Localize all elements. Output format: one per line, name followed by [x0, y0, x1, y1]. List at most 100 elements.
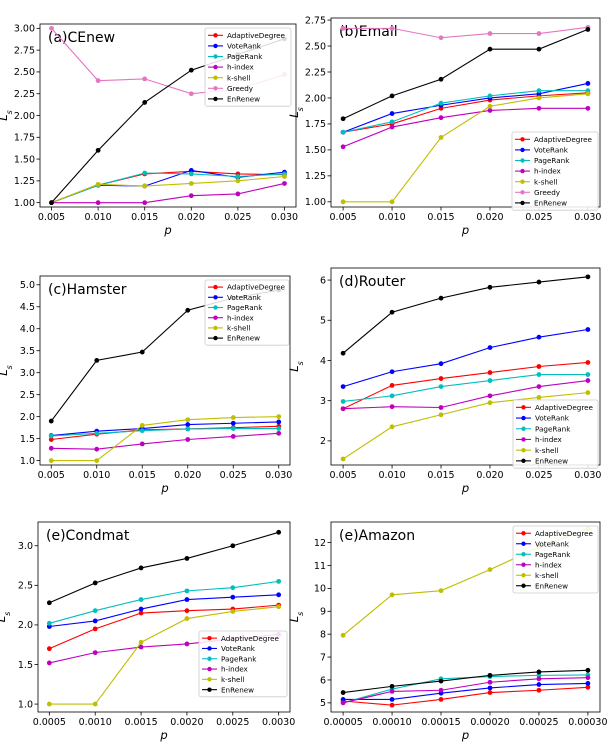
x-tick-label: 0.025: [525, 212, 552, 223]
data-point: [585, 378, 591, 383]
data-point: [276, 414, 282, 420]
data-point: [438, 412, 444, 418]
y-axis-label: Ls: [0, 110, 14, 121]
y-tick-label: 1.50: [14, 154, 35, 165]
y-tick-label: 2.5: [20, 390, 35, 401]
data-point: [185, 307, 191, 313]
data-point: [48, 445, 54, 451]
data-point: [340, 116, 346, 122]
legend-entry-enrenew: EnRenew: [516, 581, 568, 590]
x-tick-label: 0.00005: [323, 717, 362, 728]
x-tick-label: 0.025: [224, 212, 251, 223]
data-point: [389, 124, 395, 130]
data-point: [487, 400, 493, 406]
data-point: [389, 382, 395, 388]
data-point: [438, 135, 444, 140]
y-tick-label: 1.25: [14, 176, 35, 187]
y-tick-label: 2.00: [14, 111, 35, 122]
series-pagerank: [46, 578, 282, 626]
series-enrenew: [340, 27, 591, 122]
legend-marker: [521, 541, 526, 546]
series-line: [342, 677, 588, 704]
legend-label: EnRenew: [535, 581, 568, 590]
plot-frame: [330, 17, 601, 208]
data-point: [235, 174, 241, 179]
y-tick-label: 9: [320, 607, 326, 618]
data-point: [585, 684, 591, 690]
legend-entry-voterank: VoteRank: [516, 539, 570, 548]
y-tick-label: 2.0: [18, 620, 33, 631]
legend-marker: [213, 295, 218, 300]
series-line: [343, 92, 588, 133]
legend-label: h-index: [227, 63, 255, 72]
data-point: [438, 588, 444, 594]
legend-entry-pagerank: PageRank: [202, 654, 257, 663]
data-point: [276, 529, 282, 535]
series-line: [49, 604, 279, 650]
legend: AdaptiveDegreeVoteRankPageRankh-indexk-s…: [511, 131, 599, 211]
series-h-index: [340, 675, 591, 706]
legend-box: [204, 279, 290, 346]
legend-entry-k-shell: k-shell: [202, 675, 244, 684]
legend-box: [512, 399, 599, 469]
series-k-shell: [46, 604, 282, 707]
data-point: [340, 129, 346, 135]
legend-label: VoteRank: [227, 293, 262, 302]
data-point: [92, 618, 98, 624]
data-point: [536, 395, 542, 400]
y-tick-label: 3: [320, 396, 326, 407]
data-point: [276, 419, 282, 425]
x-tick-label: 0.00030: [568, 717, 607, 728]
series-greedy: [340, 24, 591, 41]
x-axis-label: p: [159, 728, 167, 742]
data-point: [487, 108, 493, 113]
data-point: [389, 309, 395, 315]
y-axis-label: Ls: [287, 612, 305, 623]
legend-box: [204, 27, 292, 107]
data-point: [138, 610, 144, 616]
x-tick-label: 0.010: [378, 470, 405, 481]
legend-marker: [520, 200, 525, 206]
data-point: [487, 103, 493, 109]
data-point: [94, 430, 100, 436]
series-h-index: [48, 430, 282, 452]
y-tick-label: 2: [320, 436, 326, 447]
data-point: [139, 428, 145, 434]
data-point: [188, 171, 194, 177]
data-point: [340, 697, 346, 702]
data-point: [585, 667, 591, 673]
y-axis-label: Ls: [287, 361, 305, 372]
data-point: [438, 697, 444, 702]
data-point: [138, 606, 144, 612]
data-point: [230, 415, 236, 420]
x-tick-label: 0.005: [38, 212, 65, 223]
data-point: [139, 423, 145, 428]
legend-marker: [213, 43, 218, 49]
data-point: [389, 111, 395, 116]
data-point: [49, 25, 54, 31]
data-point: [438, 678, 444, 684]
y-tick-label: 5: [320, 316, 326, 327]
x-tick-label: 0.0030: [262, 717, 295, 728]
series-line: [51, 421, 279, 437]
x-axis-label: p: [461, 481, 469, 495]
data-point: [389, 93, 395, 99]
data-point: [536, 334, 542, 340]
y-tick-label: 1.0: [20, 456, 35, 467]
legend-marker: [521, 458, 526, 464]
data-point: [92, 608, 98, 614]
legend-entry-k-shell: k-shell: [208, 324, 250, 333]
legend-marker: [520, 158, 525, 163]
legend-label: AdaptiveDegree: [535, 529, 594, 538]
series-line: [342, 328, 588, 388]
legend-marker: [521, 562, 526, 567]
data-point: [487, 393, 493, 399]
y-axis-label: Ls: [0, 612, 12, 623]
legend-entry-k-shell: k-shell: [515, 177, 557, 186]
y-tick-label: 2.0: [20, 412, 35, 423]
data-point: [585, 327, 591, 332]
legend-entry-enrenew: EnRenew: [515, 199, 567, 208]
data-point: [340, 456, 346, 462]
series-line: [343, 373, 588, 403]
legend: AdaptiveDegreeVoteRankPageRankh-indexk-s…: [512, 399, 599, 469]
